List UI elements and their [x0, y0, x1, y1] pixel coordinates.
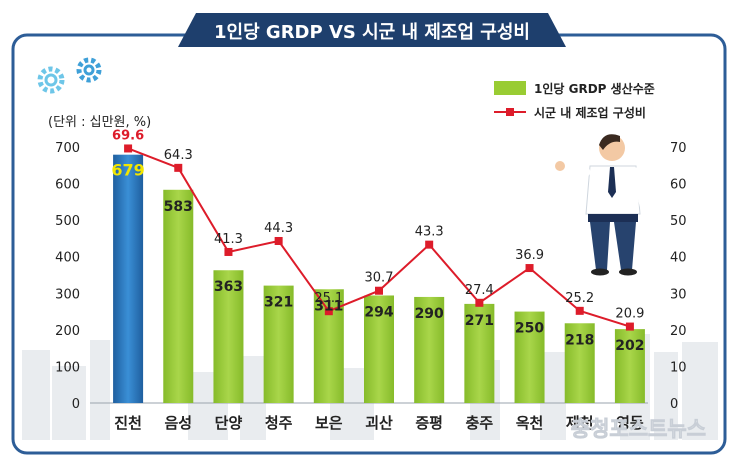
bar-value-label: 202 [615, 338, 644, 354]
y-left-tick-label: 600 [55, 178, 80, 193]
y-left-tick-label: 300 [55, 287, 80, 302]
ratio-point [274, 236, 283, 245]
y-left-tick-label: 0 [72, 397, 80, 412]
y-left-tick-label: 400 [55, 251, 80, 266]
watermark: 충청포스트뉴스 [571, 417, 706, 441]
x-tick-label: 음성 [164, 414, 192, 432]
ratio-point [575, 306, 584, 315]
y-right-tick-label: 0 [670, 397, 678, 412]
ratio-value-label: 27.4 [465, 283, 494, 298]
x-tick-label: 괴산 [365, 414, 393, 432]
unit-note: (단위 : 십만원, %) [48, 115, 151, 130]
chart-title: 1인당 GRDP VS 시군 내 제조업 구성비 [214, 22, 530, 43]
bar-value-label: 679 [111, 161, 144, 180]
legend-label-line: 시군 내 제조업 구성비 [534, 105, 646, 120]
y-right-tick-label: 50 [670, 214, 687, 229]
ratio-value-label: 30.7 [365, 271, 394, 286]
ratio-value-label: 41.3 [214, 232, 243, 247]
x-tick-label: 증평 [415, 414, 443, 432]
y-right-tick-label: 30 [670, 287, 687, 302]
ratio-point [124, 144, 133, 153]
bar [263, 285, 294, 403]
x-tick-label: 제천 [566, 414, 594, 432]
bar [564, 323, 595, 403]
bar [414, 296, 445, 403]
bar [514, 311, 545, 403]
ratio-point [324, 307, 333, 316]
axes: 0 100 200 300 400 500 600 700 0 10 20 30 40 50 60 70 진천 음… [55, 141, 686, 432]
bar-value-label: 271 [465, 313, 494, 329]
bar [614, 329, 645, 403]
bar-value-label: 583 [164, 199, 193, 215]
legend-marker [506, 108, 514, 116]
y-right-tick-label: 40 [670, 251, 687, 266]
bar-value-label: 294 [364, 304, 393, 320]
bar [163, 189, 194, 403]
bar-value-label: 363 [214, 279, 243, 295]
x-tick-label: 충주 [466, 414, 494, 432]
bar-value-label: 290 [415, 306, 444, 322]
ratio-point [224, 247, 233, 256]
y-right-tick-label: 10 [670, 360, 687, 375]
legend: 1인당 GRDP 생산수준 시군 내 제조업 구성비 [494, 81, 655, 120]
businessman-illustration [555, 134, 649, 276]
ratio-value-label: 69.6 [112, 128, 144, 143]
y-right-tick-label: 20 [670, 324, 687, 339]
y-left-tick-label: 100 [55, 360, 80, 375]
ratio-value-label: 36.9 [515, 248, 544, 263]
ratio-line [124, 144, 634, 331]
x-tick-label: 진천 [114, 414, 142, 432]
ratio-point [525, 264, 534, 273]
y-right-tick-label: 60 [670, 178, 687, 193]
ratio-value-label: 25.1 [314, 291, 343, 306]
bar [364, 295, 394, 403]
bar [113, 154, 144, 403]
legend-label-bar: 1인당 GRDP 생산수준 [534, 81, 655, 96]
x-tick-label: 단양 [215, 414, 243, 432]
gear-icon-small [76, 57, 102, 83]
ratio-value-label: 25.2 [565, 291, 594, 306]
title-banner [178, 13, 566, 47]
bar-value-label: 218 [565, 332, 594, 348]
ratio-value-label: 64.3 [164, 148, 193, 163]
x-tick-label: 보은 [315, 414, 343, 432]
x-tick-label: 청주 [265, 414, 293, 432]
bar-value-label: 321 [264, 295, 293, 311]
ratio-point [425, 240, 434, 249]
x-tick-label: 영동 [616, 414, 644, 432]
ratio-value-label: 20.9 [615, 307, 644, 322]
ratio-value-label: 44.3 [264, 221, 293, 236]
y-right-tick-label: 70 [670, 141, 687, 156]
x-tick-label: 옥천 [516, 414, 544, 432]
bar-value-label: 311 [314, 298, 343, 314]
ratio-point [475, 298, 484, 307]
bar-value-label: 250 [515, 321, 544, 337]
bar [464, 303, 495, 403]
bar [213, 270, 244, 403]
y-left-tick-label: 500 [55, 214, 80, 229]
ratio-point [625, 322, 634, 331]
data-labels: 679 583 363 321 311 294 290 271 250 218 202 69.6 64.… [111, 128, 644, 354]
gear-icon [37, 66, 65, 94]
legend-swatch-bar [494, 81, 526, 95]
y-left-tick-label: 700 [55, 141, 80, 156]
y-left-tick-label: 200 [55, 324, 80, 339]
ratio-point [174, 163, 183, 172]
ratio-point [375, 286, 383, 295]
ratio-value-label: 43.3 [415, 225, 444, 240]
